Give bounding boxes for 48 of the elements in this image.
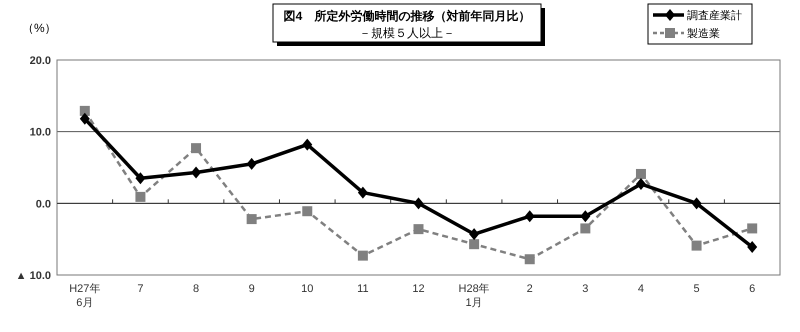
x-tick-label: 5 — [694, 283, 700, 295]
point — [358, 250, 368, 261]
point — [80, 112, 90, 125]
point — [246, 158, 257, 170]
y-tick-label: ▲ 10.0 — [16, 270, 51, 282]
x-tick-label: 12 — [412, 283, 425, 295]
point — [302, 206, 312, 216]
point — [636, 168, 646, 179]
point — [636, 178, 646, 190]
x-tick-label: 8 — [192, 283, 200, 295]
y-tick-label: 0.0 — [36, 198, 51, 210]
x-tick-label: 10 — [301, 283, 314, 295]
point — [135, 192, 146, 202]
point — [414, 197, 424, 210]
point — [191, 166, 202, 179]
point — [747, 241, 758, 254]
point — [302, 138, 312, 151]
y-axis-title: （%） — [22, 21, 57, 35]
point — [692, 197, 702, 210]
x-tick-label: 4 — [638, 283, 644, 295]
legend-label: 製造業 — [687, 27, 720, 40]
point — [747, 223, 758, 234]
legend-label: 調査産業計 — [687, 9, 742, 22]
chart-title: 図4 所定外労働時間の推移（対前年同月比） — [284, 9, 530, 23]
y-tick-label: 20.0 — [30, 55, 51, 67]
point — [191, 143, 202, 154]
point — [524, 254, 535, 264]
x-tick-label: H28年 1月 — [458, 283, 490, 309]
x-tick-label: 7 — [137, 283, 144, 295]
point — [580, 210, 590, 222]
x-tick-label: 3 — [582, 283, 588, 295]
x-tick-label: H27年 6月 — [69, 283, 100, 309]
point — [524, 210, 535, 222]
point — [469, 239, 480, 250]
point — [469, 228, 480, 240]
point — [80, 106, 90, 116]
point — [692, 240, 702, 251]
point — [580, 223, 590, 234]
x-tick-label: 11 — [357, 283, 369, 295]
x-tick-label: 6 — [749, 283, 756, 295]
point — [414, 224, 424, 234]
x-tick-label: 2 — [526, 283, 533, 295]
chart-subtitle: －規模５人以上－ — [359, 26, 455, 40]
x-tick-label: 9 — [248, 283, 255, 295]
point — [135, 172, 146, 184]
point — [358, 186, 368, 199]
y-tick-label: 10.0 — [30, 126, 51, 139]
point — [246, 214, 257, 224]
